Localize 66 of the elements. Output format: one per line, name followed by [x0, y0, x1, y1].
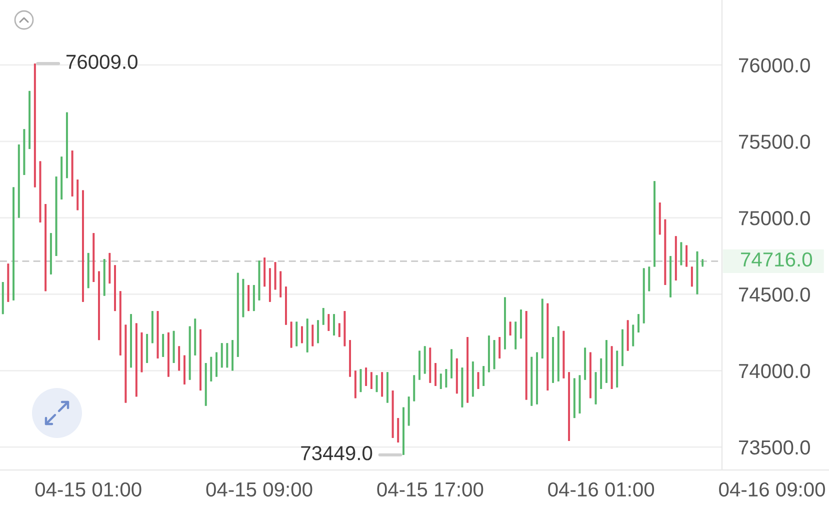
candlestick [562, 330, 565, 380]
candlestick [317, 319, 319, 344]
candlestick [664, 218, 666, 286]
x-tick-label: 04-15 17:00 [377, 482, 484, 497]
candlestick [23, 128, 26, 176]
candlestick [626, 319, 629, 352]
y-tick-label: 73500.0 [739, 440, 810, 455]
candlestick [322, 307, 324, 326]
candlestick [39, 160, 42, 224]
candlestick [654, 180, 656, 268]
x-tick-label: 04-16 09:00 [719, 482, 825, 497]
y-tick-label: 74500.0 [739, 287, 810, 302]
candlestick [418, 350, 420, 381]
candlestick [98, 270, 100, 341]
candlestick [55, 176, 58, 257]
candlestick [124, 324, 127, 404]
candlestick [498, 336, 501, 360]
candlestick [360, 368, 362, 393]
x-tick-label: 04-16 01:00 [548, 482, 654, 497]
candlestick [461, 366, 464, 408]
candlestick [328, 313, 330, 332]
candlestick [7, 262, 10, 303]
candlestick [445, 368, 448, 388]
candlestick [408, 396, 410, 427]
candlestick [188, 325, 191, 381]
candlestick [344, 310, 346, 348]
candlestick [392, 390, 394, 439]
ref-line-label: 74716.0 [741, 252, 812, 267]
candlestick [216, 351, 218, 378]
candlestick [156, 310, 159, 360]
candlestick [258, 260, 260, 302]
candlestick [290, 320, 292, 349]
candlestick [594, 371, 597, 406]
candlestick [536, 351, 538, 406]
candlestick [140, 332, 143, 374]
candlestick [690, 266, 693, 288]
candlestick [680, 241, 682, 266]
x-tick-label: 04-15 01:00 [35, 482, 142, 497]
candlestick [162, 333, 164, 358]
candlestick [200, 328, 202, 392]
candlestick [638, 313, 640, 334]
candlestick [477, 371, 480, 390]
candlestick [274, 261, 276, 290]
candlestick [226, 342, 228, 368]
candlestick [370, 371, 372, 390]
candlestick [493, 339, 496, 370]
annotation: 73449.0 [301, 446, 372, 460]
y-tick-label: 74000.0 [739, 364, 810, 378]
candlestick [301, 325, 303, 344]
candlestick [578, 374, 581, 414]
candlestick [242, 278, 244, 318]
candlestick [376, 374, 378, 393]
y-tick-label: 75000.0 [739, 211, 810, 226]
candlestick [172, 330, 175, 364]
candlestick [482, 365, 485, 387]
candlestick [440, 372, 442, 390]
y-tick-label: 76000.0 [739, 58, 810, 72]
y-tick-label: 75500.0 [739, 134, 810, 149]
candlestick [434, 362, 436, 387]
annotation: 76009.0 [66, 54, 138, 69]
candlestick [696, 250, 698, 296]
candlestick [610, 345, 613, 390]
x-tick-label: 04-15 09:00 [206, 482, 312, 497]
candlestick [509, 320, 512, 336]
candlestick [71, 150, 74, 198]
candlestick [365, 366, 368, 387]
